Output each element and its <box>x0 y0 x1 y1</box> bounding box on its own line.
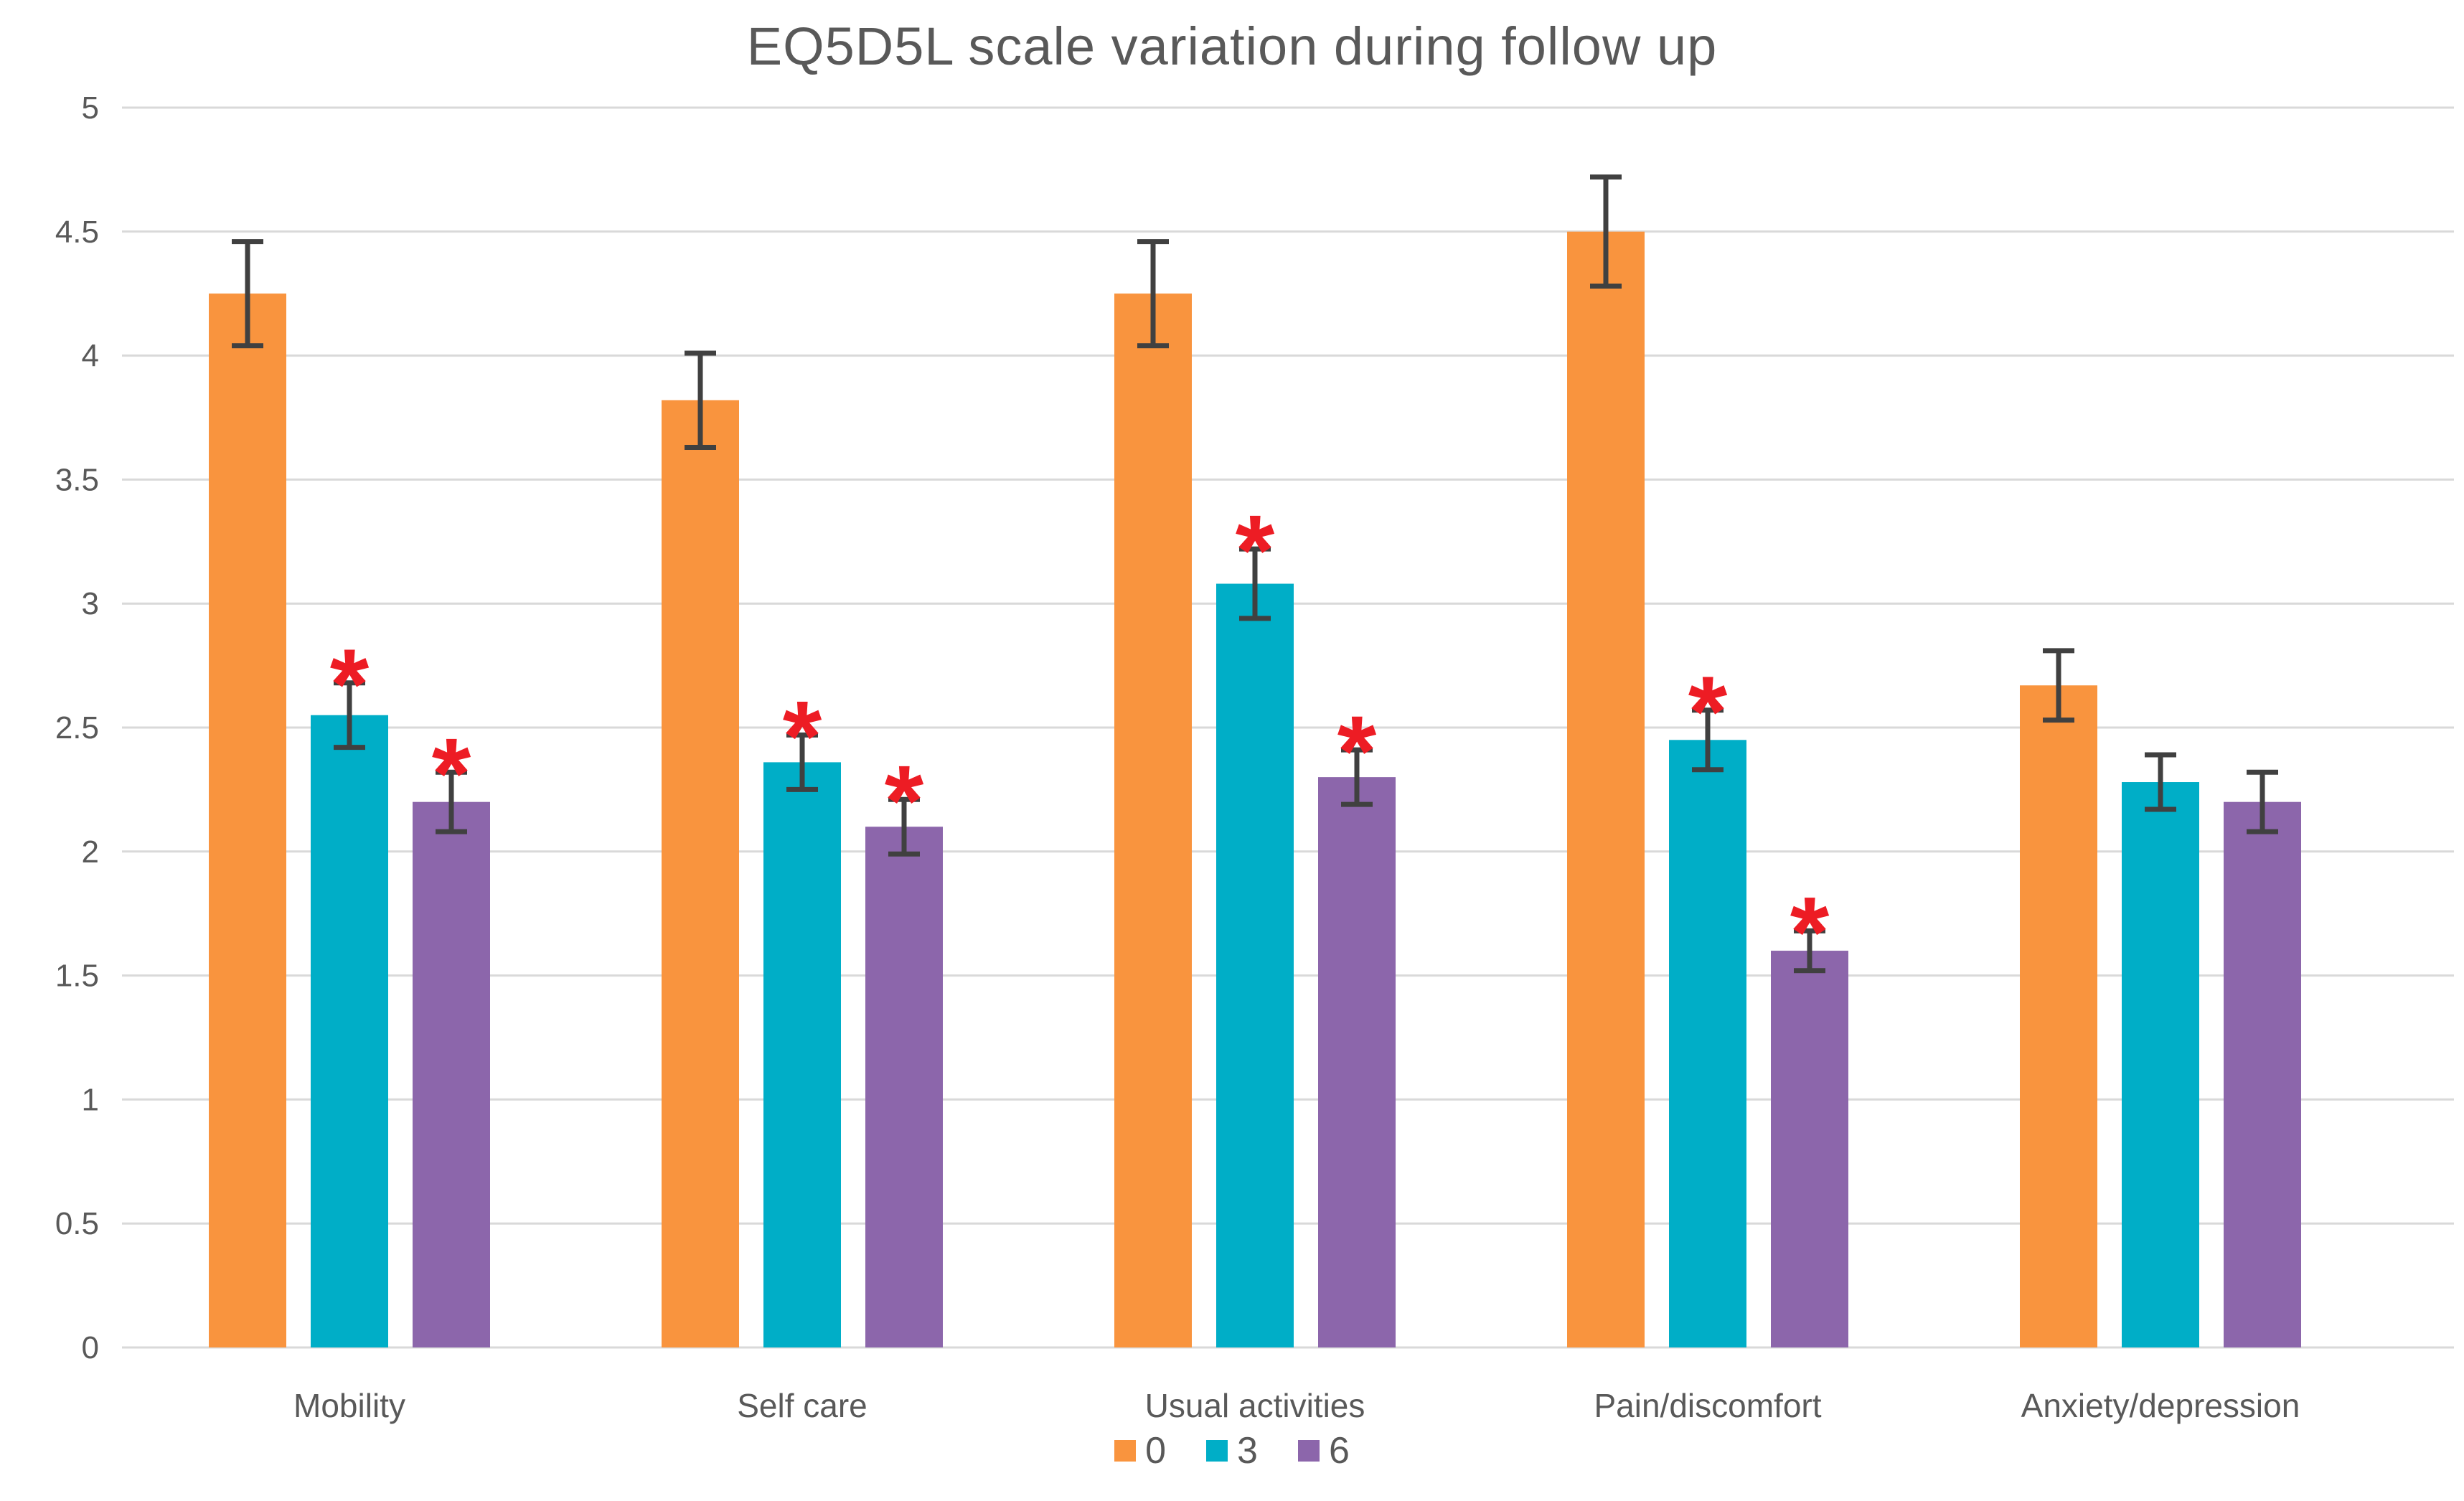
y-tick-label: 3 <box>82 586 99 621</box>
legend-swatch-icon <box>1206 1440 1228 1462</box>
significance-asterisk-icon: * <box>330 628 370 740</box>
bar-0-Mobility <box>209 293 286 1348</box>
significance-asterisk-icon: * <box>1337 695 1377 807</box>
bar-0-Usual activities <box>1114 293 1192 1348</box>
x-category-label: Anxiety/depression <box>2021 1387 2300 1424</box>
y-tick-label: 4.5 <box>55 215 99 250</box>
bar-3-Usual activities <box>1216 583 1294 1347</box>
legend-item-3: 3 <box>1206 1429 1258 1472</box>
bar-3-Mobility <box>311 715 388 1347</box>
significance-asterisk-icon: * <box>1688 655 1728 768</box>
x-category-label: Usual activities <box>1145 1387 1365 1424</box>
legend-swatch-icon <box>1297 1440 1320 1462</box>
legend-item-0: 0 <box>1114 1429 1166 1472</box>
x-category-label: Mobility <box>293 1387 405 1424</box>
bar-3-Self care <box>763 762 841 1347</box>
bar-0-Pain/discomfort <box>1567 231 1645 1347</box>
y-tick-label: 1 <box>82 1082 99 1117</box>
y-tick-label: 2 <box>82 834 99 870</box>
legend-label: 6 <box>1328 1430 1350 1472</box>
bar-6-Mobility <box>413 801 490 1347</box>
legend-item-6: 6 <box>1297 1429 1350 1472</box>
bar-3-Pain/discomfort <box>1669 740 1746 1347</box>
x-category-label: Self care <box>737 1387 867 1424</box>
bar-0-Self care <box>662 400 739 1347</box>
y-tick-label: 5 <box>82 90 99 126</box>
bar-6-Pain/discomfort <box>1771 951 1848 1347</box>
chart-title: EQ5D5L scale variation during follow up <box>746 17 1718 76</box>
legend-swatch-icon <box>1114 1440 1137 1462</box>
y-tick-label: 4 <box>82 339 99 374</box>
y-tick-label: 1.5 <box>55 959 99 994</box>
bar-6-Self care <box>865 827 943 1347</box>
significance-asterisk-icon: * <box>783 679 822 792</box>
legend: 0 3 6 <box>0 1429 2464 1472</box>
significance-asterisk-icon: * <box>432 717 471 829</box>
y-tick-label: 2.5 <box>55 710 99 745</box>
significance-asterisk-icon: * <box>885 744 924 857</box>
legend-label: 0 <box>1145 1430 1167 1472</box>
significance-asterisk-icon: * <box>1236 494 1275 606</box>
significance-asterisk-icon: * <box>1790 875 1830 988</box>
x-category-label: Pain/discomfort <box>1594 1387 1821 1424</box>
bar-6-Usual activities <box>1318 777 1396 1347</box>
y-tick-label: 0.5 <box>55 1206 99 1241</box>
legend-label: 3 <box>1237 1430 1258 1472</box>
bar-3-Anxiety/depression <box>2122 782 2199 1347</box>
bar-0-Anxiety/depression <box>2020 685 2097 1347</box>
y-tick-label: 0 <box>82 1330 99 1365</box>
y-tick-label: 3.5 <box>55 462 99 497</box>
bar-6-Anxiety/depression <box>2224 801 2301 1347</box>
